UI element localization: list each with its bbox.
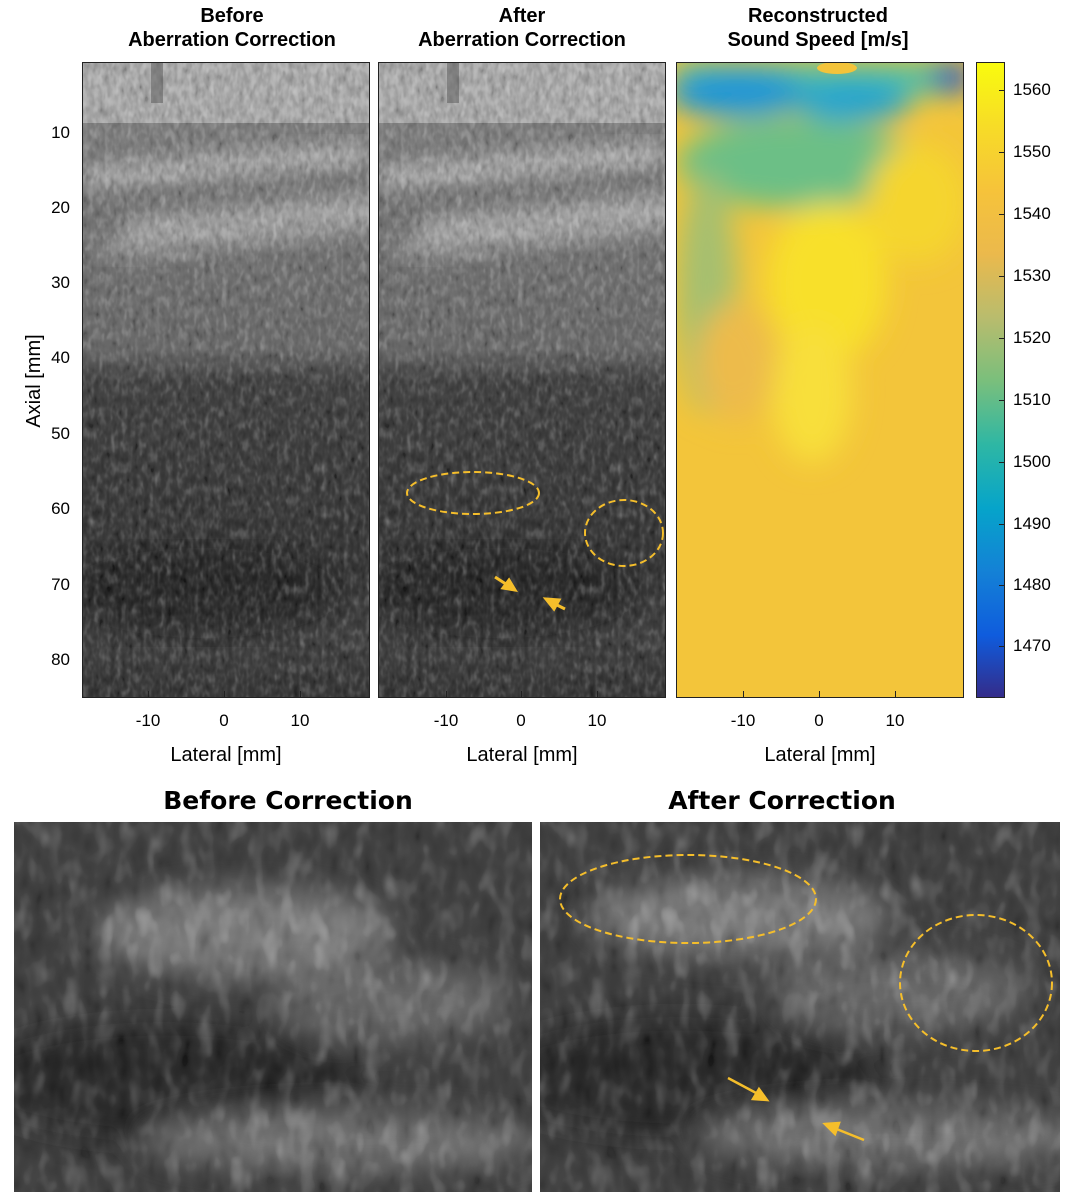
- x-tick-label: -10: [433, 711, 459, 730]
- y-tick-label: 80: [51, 650, 70, 669]
- x-tick-mark: [148, 691, 149, 697]
- before-correction-title: Before Correction: [163, 786, 413, 815]
- annotation-circle-right: [584, 499, 664, 567]
- before-aberration-image: [82, 62, 370, 698]
- panel-1-title-line1: Before: [200, 5, 264, 27]
- after-correction-title: After Correction: [668, 786, 896, 815]
- colorbar-tick-label: 1560: [1013, 80, 1051, 99]
- panel-1-title: Before Aberration Correction: [82, 4, 382, 52]
- x-tick-label: -10: [730, 711, 756, 730]
- colorbar-tick-label: 1520: [1013, 328, 1051, 347]
- colorbar-tick-label: 1540: [1013, 204, 1051, 223]
- colorbar-tick-mark: [999, 524, 1005, 525]
- colorbar-tick-mark: [999, 90, 1005, 91]
- x-tick-label: 0: [219, 711, 229, 730]
- colorbar-tick-mark: [999, 462, 1005, 463]
- x-tick-mark: [521, 691, 522, 697]
- x-tick-label: 10: [290, 711, 310, 730]
- panel-2-title: After Aberration Correction: [372, 4, 672, 52]
- sound-speed-map: [676, 62, 964, 698]
- y-tick-label: 30: [51, 273, 70, 292]
- colorbar-tick-mark: [999, 646, 1005, 647]
- x-tick-label: 10: [885, 711, 905, 730]
- zoom-annotation-arrow-1: [727, 1076, 770, 1102]
- panel-2-xlabel: Lateral [mm]: [466, 744, 578, 766]
- panel-1-title-line2: Aberration Correction: [128, 29, 336, 51]
- colorbar-tick-mark: [999, 400, 1005, 401]
- colorbar-tick-label: 1490: [1013, 514, 1051, 533]
- zoom-annotation-circle-right: [899, 914, 1053, 1052]
- panel-3-title-line1: Reconstructed: [747, 5, 889, 27]
- y-tick-label: 50: [51, 424, 70, 443]
- x-tick-mark: [300, 691, 301, 697]
- panel-1-xlabel: Lateral [mm]: [170, 744, 282, 766]
- annotation-arrow-2: [542, 597, 566, 612]
- x-tick-label: 0: [516, 711, 526, 730]
- colorbar-tick-mark: [999, 152, 1005, 153]
- colorbar-tick-label: 1510: [1013, 390, 1051, 409]
- colorbar-tick-label: 1500: [1013, 452, 1051, 471]
- y-tick-label: 60: [51, 499, 70, 518]
- after-correction-zoom-image: [540, 822, 1060, 1192]
- x-tick-mark: [895, 691, 896, 697]
- panel-2-title-line1: After: [498, 5, 546, 27]
- x-tick-mark: [446, 691, 447, 697]
- x-tick-mark: [597, 691, 598, 697]
- zoom-annotation-arrow-2: [822, 1121, 865, 1142]
- x-tick-label: 10: [587, 711, 607, 730]
- colorbar-tick-mark: [999, 276, 1005, 277]
- annotation-arrow-1: [494, 575, 518, 593]
- panel-2-title-line2: Aberration Correction: [418, 29, 626, 51]
- panel-3-xlabel: Lateral [mm]: [764, 744, 876, 766]
- panel-3-title: Reconstructed Sound Speed [m/s]: [668, 4, 968, 52]
- colorbar-tick-label: 1530: [1013, 266, 1051, 285]
- panel-3-title-line2: Sound Speed [m/s]: [727, 29, 909, 51]
- zoom-annotation-ellipse-left: [559, 854, 817, 944]
- x-tick-mark: [743, 691, 744, 697]
- before-correction-zoom-image: [14, 822, 532, 1192]
- colorbar-tick-mark: [999, 585, 1005, 586]
- colorbar-tick-mark: [999, 338, 1005, 339]
- colorbar-tick-label: 1470: [1013, 636, 1051, 655]
- y-tick-label: 70: [51, 575, 70, 594]
- x-tick-label: 0: [814, 711, 824, 730]
- x-tick-mark: [819, 691, 820, 697]
- colorbar-tick-mark: [999, 214, 1005, 215]
- after-aberration-image: [378, 62, 666, 698]
- y-tick-label: 20: [51, 198, 70, 217]
- y-tick-label: 40: [51, 348, 70, 367]
- colorbar-tick-label: 1550: [1013, 142, 1051, 161]
- colorbar: [976, 62, 1005, 698]
- x-tick-label: -10: [135, 711, 161, 730]
- y-tick-label: 10: [51, 123, 70, 142]
- colorbar-tick-label: 1480: [1013, 575, 1051, 594]
- x-tick-mark: [224, 691, 225, 697]
- annotation-ellipse-left: [406, 471, 540, 515]
